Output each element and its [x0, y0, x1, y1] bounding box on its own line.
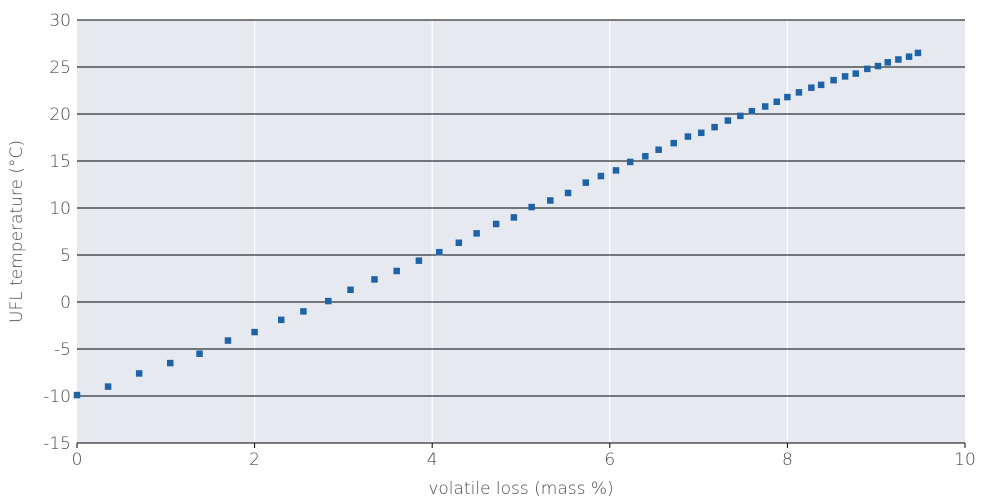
data-point: [830, 76, 837, 84]
data-point: [73, 391, 81, 399]
data-point: [711, 123, 718, 131]
data-point: [905, 53, 913, 60]
x-tick-label: 6: [604, 450, 615, 470]
data-point: [224, 337, 232, 344]
data-point: [795, 89, 803, 96]
data-point: [874, 62, 882, 70]
data-point: [547, 197, 554, 204]
vertical-gridlines: [254, 20, 789, 443]
data-point: [724, 117, 732, 124]
data-point: [852, 70, 860, 77]
y-tick-label: 15: [49, 152, 71, 172]
data-point: [582, 179, 590, 186]
data-points: [73, 49, 922, 399]
data-point: [104, 383, 112, 390]
data-point: [626, 158, 634, 166]
y-tick-label: 30: [49, 11, 71, 31]
data-point: [655, 146, 662, 153]
x-tick-label: 10: [954, 450, 976, 470]
data-point: [884, 59, 891, 66]
data-point: [773, 98, 780, 106]
data-point: [612, 167, 620, 174]
data-point: [784, 93, 791, 101]
data-point: [436, 248, 443, 256]
x-tick-label: 2: [249, 450, 260, 470]
data-point: [371, 276, 378, 283]
data-point: [510, 214, 518, 221]
x-tick-labels: 0 2 4 6 8 10: [72, 443, 976, 470]
data-point: [684, 133, 692, 140]
data-point: [841, 73, 849, 80]
data-point: [670, 139, 677, 147]
y-tick-label: 25: [49, 58, 71, 78]
data-point: [196, 350, 203, 357]
plot-area: [77, 20, 965, 443]
y-tick-label: -5: [54, 340, 71, 360]
data-point: [135, 370, 143, 377]
data-point: [895, 56, 902, 63]
data-point: [564, 189, 572, 197]
x-axis-title: volatile loss (mass %): [428, 479, 613, 499]
data-point: [393, 267, 400, 275]
data-point: [914, 49, 922, 57]
data-point: [748, 107, 756, 115]
data-point: [761, 103, 769, 110]
y-tick-label: 10: [49, 199, 71, 219]
data-point: [455, 239, 463, 247]
data-point: [737, 112, 744, 120]
data-point: [300, 308, 307, 315]
y-tick-label: -10: [43, 387, 71, 407]
data-point: [277, 316, 285, 324]
data-point: [251, 328, 258, 336]
data-point: [415, 257, 423, 264]
data-point: [808, 84, 815, 91]
y-tick-label: -15: [43, 434, 71, 454]
x-tick-label: 0: [72, 450, 83, 470]
x-tick-label: 8: [782, 450, 793, 470]
data-point: [817, 81, 825, 89]
data-point: [473, 230, 480, 237]
x-tick-label: 4: [427, 450, 438, 470]
data-point: [166, 359, 174, 367]
data-point: [325, 297, 332, 305]
data-point: [528, 203, 535, 211]
y-tick-label: 0: [60, 293, 71, 313]
horizontal-gridlines: [77, 19, 965, 397]
data-point: [642, 153, 649, 160]
y-tick-labels: -15 -10 -5 0 5 10 15 20 25 30: [43, 11, 71, 454]
data-point: [492, 220, 500, 228]
data-point: [347, 286, 354, 294]
y-axis-title: UFL temperature (°C): [7, 140, 27, 323]
y-tick-label: 5: [60, 246, 71, 266]
data-point: [864, 65, 871, 73]
data-point: [698, 129, 705, 137]
data-point: [597, 172, 605, 180]
y-tick-label: 20: [49, 105, 71, 125]
